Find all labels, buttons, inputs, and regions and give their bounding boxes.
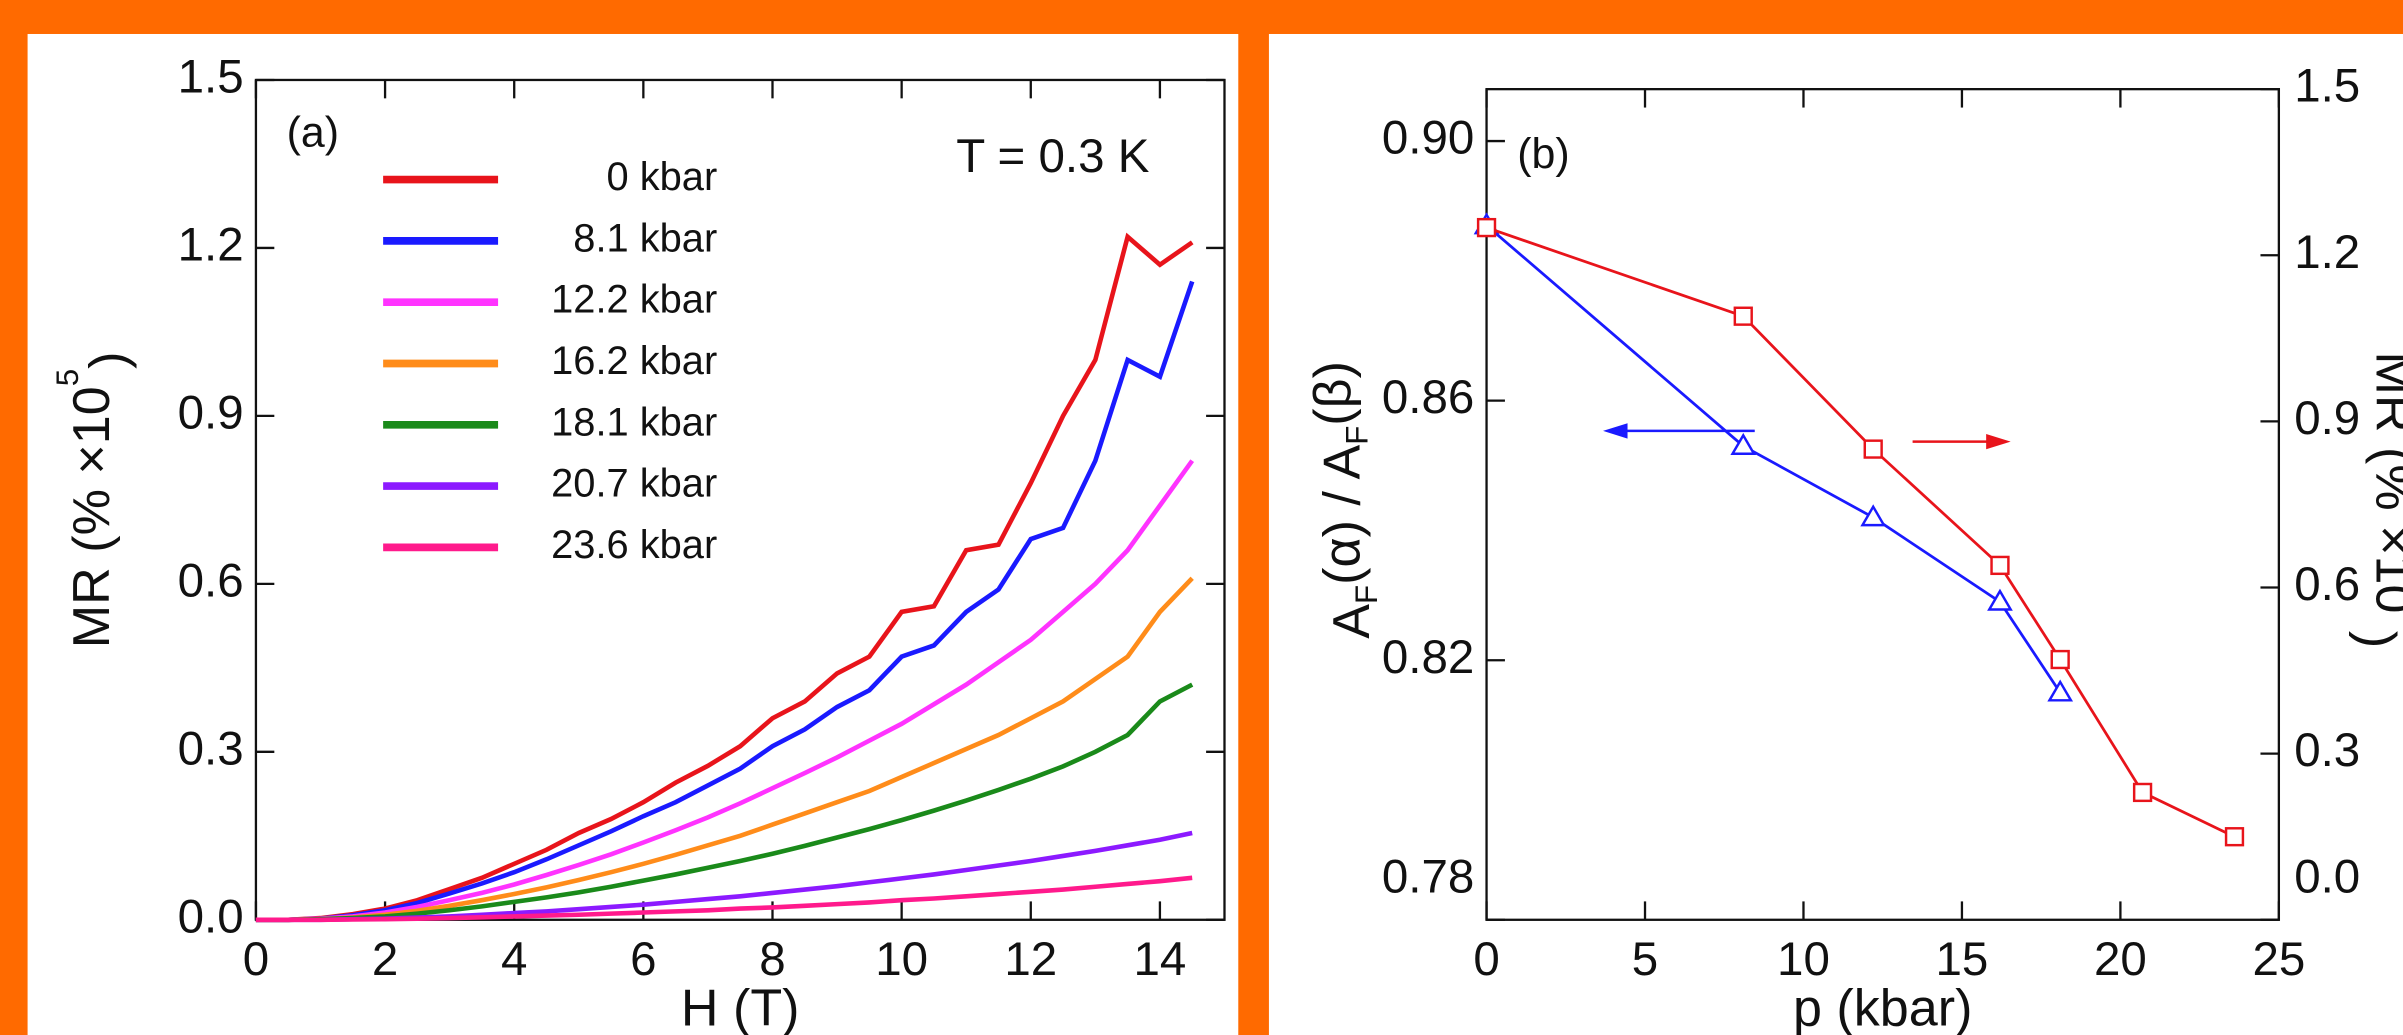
legend-label: 23.6 kbar: [551, 523, 717, 567]
marker: [1863, 439, 1883, 459]
series-line: [255, 875, 1193, 923]
y-tick-label: 1.2: [178, 218, 244, 271]
marker: [2224, 827, 2245, 847]
marker: [1860, 504, 1887, 527]
x-tick-label: 2: [372, 933, 398, 986]
axis-label-part: (β): [1304, 361, 1362, 426]
x-tick-label: 25: [2252, 933, 2305, 986]
x-tick-label: 10: [1777, 933, 1830, 986]
x-tick-label: 12: [1004, 933, 1057, 986]
y-tick-label: 0.78: [1382, 850, 1474, 903]
annotation: T = 0.3 K: [956, 130, 1150, 183]
legend-label: 12.2 kbar: [551, 278, 717, 322]
legend-label: 0 kbar: [607, 155, 718, 199]
series-line: [255, 682, 1194, 923]
y2-tick-label: 0.6: [2294, 558, 2360, 611]
series-line: [255, 232, 1194, 923]
x-tick-label: 14: [1133, 933, 1186, 986]
axis-label-part: 5: [2401, 614, 2403, 631]
y-tick-label: 0.3: [178, 722, 244, 775]
x-tick-label: 6: [630, 933, 656, 986]
y-tick-label: 0.9: [178, 386, 244, 439]
axis-label-part: A: [1323, 604, 1381, 639]
axis-label-part: F: [1340, 426, 1375, 445]
legend-label: 18.1 kbar: [551, 400, 717, 444]
x-tick-label: 4: [501, 933, 527, 986]
marker: [2050, 649, 2070, 670]
axis-label-part: (α) / A: [1313, 445, 1371, 585]
axis-label-part: F: [1349, 585, 1384, 604]
marker: [2047, 679, 2074, 702]
marker: [1987, 588, 2013, 611]
series-line: [255, 576, 1194, 923]
y-tick-label: 1.5: [178, 51, 244, 104]
x-tick-label: 10: [875, 933, 928, 986]
marker: [1730, 432, 1757, 455]
x-axis-label: p (kbar): [1793, 980, 1972, 1035]
legend-label: 8.1 kbar: [573, 216, 717, 260]
arrow-head: [1603, 423, 1628, 439]
marker: [1733, 306, 1753, 326]
series-line: [255, 459, 1195, 923]
axis-label-part: 5: [50, 369, 85, 386]
y-tick-label: 0.86: [1382, 371, 1474, 424]
y2-tick-label: 1.2: [2294, 226, 2360, 279]
panel-b: [1268, 33, 2403, 1035]
x-axis-label: H (T): [681, 980, 800, 1035]
axis-label: MR (% ×105): [2348, 352, 2403, 649]
x-tick-label: 0: [1473, 933, 1499, 986]
y2-tick-label: 0.3: [2294, 724, 2360, 777]
marker: [1990, 555, 2010, 576]
axis-label-part: ): [2348, 631, 2403, 648]
arrow-head: [1986, 433, 2011, 450]
plot-frame: [1485, 88, 2281, 921]
x-tick-label: 20: [2094, 933, 2147, 986]
y2-tick-label: 0.0: [2294, 850, 2360, 903]
y-tick-label: 0.90: [1382, 112, 1474, 165]
plot-frame: [254, 78, 1226, 921]
y-tick-label: 0.82: [1382, 631, 1474, 684]
axis-label: AF(α) / AF(β): [1304, 361, 1384, 639]
panel-label: (a): [287, 108, 339, 156]
x-tick-label: 15: [1936, 933, 1989, 986]
axis-label-part: ): [79, 352, 137, 369]
y2-tick-label: 0.9: [2294, 392, 2360, 445]
marker: [1476, 217, 1497, 238]
x-tick-label: 5: [1632, 933, 1658, 986]
y2-tick-label: 1.5: [2294, 60, 2360, 113]
panel-label: (b): [1517, 130, 1569, 178]
series-line: [255, 280, 1195, 923]
axis-label-part: MR (% ×10: [63, 386, 121, 648]
marker: [2132, 782, 2153, 803]
y-tick-label: 0.0: [178, 890, 244, 943]
axis-label-part: MR (% ×10: [2365, 352, 2403, 614]
legend-label: 16.2 kbar: [551, 339, 717, 383]
legend-label: 20.7 kbar: [551, 462, 717, 506]
x-tick-label: 8: [759, 933, 785, 986]
axis-label: MR (% ×105): [50, 352, 137, 649]
x-tick-label: 0: [243, 933, 269, 986]
y-tick-label: 0.6: [178, 554, 244, 607]
